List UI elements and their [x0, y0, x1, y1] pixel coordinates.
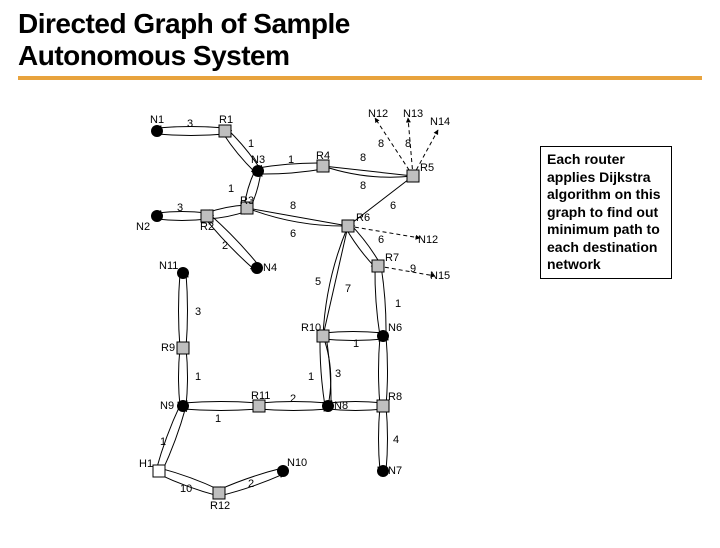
edge-weight: 3 [195, 306, 201, 318]
title-underline [18, 76, 702, 80]
node-label: N13 [403, 108, 423, 120]
edge-weight: 6 [290, 228, 296, 240]
edge-weight: 4 [393, 434, 399, 446]
edge-weight: 5 [315, 276, 321, 288]
edge-weight: 3 [177, 202, 183, 214]
node-label: N4 [263, 262, 277, 274]
node-label: R2 [200, 221, 214, 233]
edge-weight: 2 [222, 240, 228, 252]
node-label: R12 [210, 500, 230, 512]
node-label: N11 [159, 260, 178, 272]
edge-weight: 10 [180, 483, 192, 495]
caption-box: Each router applies Dijkstra algorithm o… [540, 146, 672, 279]
node-label: R4 [316, 150, 330, 162]
node-label: R5 [420, 162, 434, 174]
node-label: N1 [150, 114, 164, 126]
edge-weight: 6 [390, 200, 396, 212]
node-label: N3 [251, 154, 265, 166]
node-label: N6 [388, 322, 402, 334]
node-label: R9 [161, 342, 175, 354]
node-label: R8 [388, 391, 402, 403]
edge-weight: 3 [187, 118, 193, 130]
edge-weight: 7 [345, 283, 351, 295]
edge-weight: 8 [360, 152, 366, 164]
edge-weight: 1 [353, 338, 359, 350]
edge-weight: 8 [360, 180, 366, 192]
edge-weight: 3 [335, 368, 341, 380]
page-title: Directed Graph of Sample Autonomous Syst… [18, 8, 720, 72]
edge-weight: 1 [160, 436, 166, 448]
edge-weight: 1 [248, 138, 254, 150]
edge-weight: 8 [290, 200, 296, 212]
node-label: N14 [430, 116, 450, 128]
edge-weight: 2 [248, 478, 254, 490]
node-label: N9 [160, 400, 174, 412]
edge-weight: 8 [378, 138, 384, 150]
edge-weight: 9 [410, 263, 416, 275]
node-label: R6 [356, 212, 370, 224]
edge-weight: 1 [215, 413, 221, 425]
title-line-2: Autonomous System [18, 40, 290, 71]
edge-weight: 6 [378, 234, 384, 246]
node-label: N2 [136, 221, 150, 233]
title-line-1: Directed Graph of Sample [18, 8, 350, 39]
node-label: R1 [219, 114, 233, 126]
edge-weight: 1 [288, 154, 294, 166]
edge-weight: 1 [195, 371, 201, 383]
edge-weight: 8 [405, 138, 411, 150]
node-label: R3 [240, 195, 254, 207]
node-label: R11 [251, 390, 270, 402]
node-label: N12 [368, 108, 388, 120]
node-label: N10 [287, 457, 307, 469]
edge-weight: 1 [228, 183, 234, 195]
node-label: N15 [430, 270, 450, 282]
edge-weight: 2 [290, 393, 296, 405]
node-label: N12 [418, 234, 438, 246]
node-label: H1 [139, 458, 153, 470]
caption-text: Each router applies Dijkstra algorithm o… [547, 151, 661, 272]
node-label: N8 [334, 400, 348, 412]
node-label: R10 [301, 322, 321, 334]
node-label: N7 [388, 465, 402, 477]
node-label: R7 [385, 252, 399, 264]
edge-weight: 1 [308, 371, 314, 383]
network-graph: 311188386266571131311241102889N1R1N3R4R5… [120, 108, 490, 528]
edge-weight: 1 [395, 298, 401, 310]
